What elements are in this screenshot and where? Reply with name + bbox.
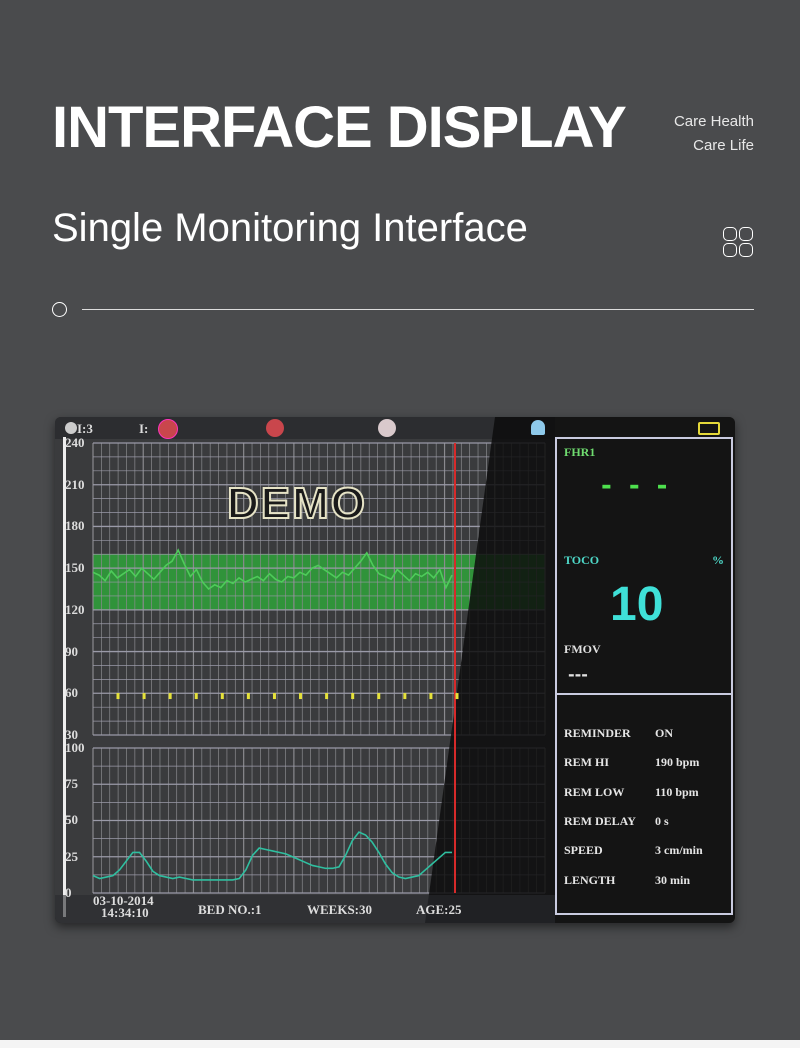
fmov-marker [455, 693, 459, 700]
gestation-weeks: WEEKS:30 [307, 902, 373, 917]
patient-age: AGE:25 [416, 902, 462, 917]
setting-label: SPEED [564, 843, 603, 858]
screen-reflection [425, 417, 555, 923]
status-bar [55, 417, 555, 439]
indicator-1: I:3 [77, 421, 93, 436]
fmov-marker [377, 693, 381, 700]
fmov-marker [429, 693, 433, 700]
fhr-axis-tick: 210 [65, 476, 85, 492]
fmov-marker [325, 693, 329, 700]
battery-icon [698, 422, 720, 435]
sound-off-icon[interactable] [378, 419, 396, 437]
fmov-value: --- [568, 665, 588, 684]
indicator-2: I: [139, 421, 149, 436]
fhr-axis-tick: 120 [65, 601, 85, 617]
setting-label: REM HI [564, 755, 609, 770]
page-subtitle: Single Monitoring Interface [52, 206, 528, 250]
bed-number: BED NO.:1 [198, 902, 262, 917]
page-title: INTERFACE DISPLAY [52, 95, 627, 160]
grid-icon [723, 227, 755, 259]
fmov-marker [272, 693, 276, 700]
demo-watermark: DEMO [226, 478, 367, 529]
fmov-marker [194, 693, 198, 700]
fhr-axis-tick: 240 [65, 435, 85, 450]
settings-panel [555, 693, 733, 915]
divider-line [82, 309, 754, 310]
setting-value: 0 s [655, 813, 669, 828]
fhr-label: FHR1 [564, 445, 596, 459]
fhr-trace [92, 548, 453, 591]
fmov-marker [168, 693, 172, 700]
tagline-1: Care Health [673, 113, 754, 130]
screen-edge [63, 437, 66, 917]
toco-axis-tick: 50 [65, 812, 78, 828]
fmov-label: FMOV [564, 642, 601, 656]
fmov-marker [142, 693, 146, 700]
setting-label: REMINDER [564, 726, 631, 740]
fetal-monitor-off-icon[interactable] [158, 419, 178, 439]
toco-axis-tick: 75 [65, 776, 78, 792]
fmov-marker [403, 693, 407, 700]
setting-value: 30 min [655, 872, 691, 887]
fhr-axis-tick: 90 [65, 643, 78, 659]
printer-off-icon[interactable] [266, 419, 284, 437]
monitor-screen: I:3 I: DEMO 240 210 180 150 120 90 60 30 100 75 50… [55, 417, 735, 923]
toco-axis-tick: 25 [65, 848, 78, 864]
setting-label: REM DELAY [564, 813, 636, 828]
fmov-marker [116, 693, 120, 700]
footer-bar [55, 895, 555, 923]
toco-axis-tick: 0 [65, 884, 72, 900]
footer-strip [0, 1040, 800, 1048]
toco-label: TOCO [564, 553, 600, 567]
heart-icon [65, 422, 77, 434]
fhr-axis-tick: 60 [65, 685, 78, 701]
setting-value: 3 cm/min [655, 843, 703, 858]
toco-axis-tick: 100 [65, 740, 85, 755]
setting-value: 190 bpm [655, 755, 700, 770]
setting-value: ON [655, 726, 673, 740]
fhr-axis-tick: 150 [65, 560, 85, 576]
fhr-value: - - - [601, 471, 672, 501]
fmov-marker [351, 693, 355, 700]
fhr-axis-tick: 30 [65, 726, 78, 742]
fmov-marker [299, 693, 303, 700]
ctg-chart [55, 417, 735, 923]
toco-trace [92, 831, 452, 881]
divider-circle-icon [52, 302, 67, 317]
toco-value: 10 [610, 578, 664, 631]
toco-unit: % [712, 553, 724, 567]
time: 14:34:10 [101, 905, 149, 920]
setting-label: REM LOW [564, 784, 625, 799]
setting-value: 110 bpm [655, 784, 699, 799]
date: 03-10-2014 [93, 893, 154, 908]
tagline-2: Care Life [693, 137, 754, 154]
date-time: 03-10-2014 14:34:10 [93, 893, 154, 920]
right-panel-bg [555, 417, 735, 923]
fmov-marker [220, 693, 224, 700]
fhr-axis-tick: 180 [65, 518, 85, 534]
alarm-bell-icon[interactable] [531, 420, 545, 435]
fmov-marker [246, 693, 250, 700]
setting-label: LENGTH [564, 872, 616, 887]
